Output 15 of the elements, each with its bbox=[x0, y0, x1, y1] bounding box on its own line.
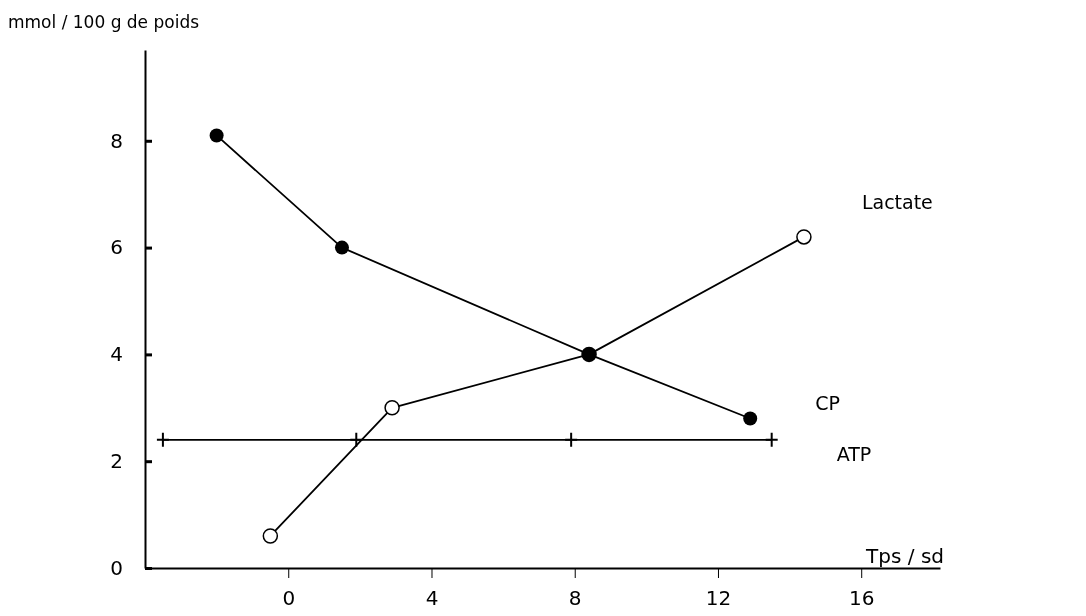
x-tick-label: 8 bbox=[568, 586, 582, 610]
x-tick-label: 4 bbox=[425, 586, 439, 610]
y-tick-label: 4 bbox=[110, 342, 123, 367]
text: ATP bbox=[836, 443, 872, 466]
x-axis-title: Tps / sd bbox=[865, 544, 944, 568]
x-tick-label: 0 bbox=[282, 586, 296, 610]
y-tick-label: 0 bbox=[110, 555, 123, 580]
text: CP bbox=[815, 392, 840, 415]
y-tick-label: 6 bbox=[110, 235, 123, 260]
y-tick-label: 8 bbox=[110, 128, 123, 153]
x-tick-label: 12 bbox=[705, 586, 732, 610]
text: Lactate bbox=[861, 190, 933, 213]
y-tick-label: 2 bbox=[110, 449, 123, 474]
x-tick-label: 16 bbox=[848, 586, 875, 610]
y-axis-title: mmol / 100 g de poids bbox=[8, 12, 200, 32]
